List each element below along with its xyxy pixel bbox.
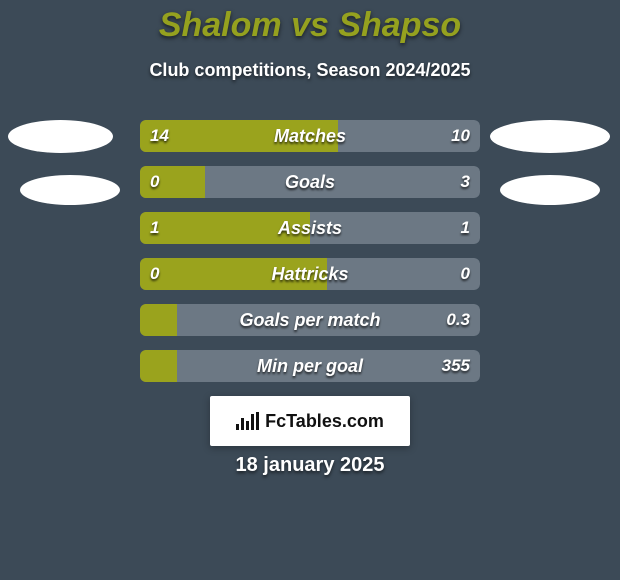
page-title: Shalom vs Shapso: [0, 6, 620, 45]
page-subtitle: Club competitions, Season 2024/2025: [0, 60, 620, 81]
stat-left-fill: [140, 120, 338, 152]
stat-left-fill: [140, 166, 205, 198]
team-badge-placeholder: [20, 175, 120, 205]
stat-row: Matches1410: [140, 120, 480, 152]
stat-left-fill: [140, 350, 177, 382]
stat-row: Assists11: [140, 212, 480, 244]
stat-left-fill: [140, 258, 327, 290]
stat-row: Goals03: [140, 166, 480, 198]
stat-left-fill: [140, 212, 310, 244]
stat-row: Min per goal355: [140, 350, 480, 382]
stat-left-fill: [140, 304, 177, 336]
badge-text: FcTables.com: [265, 411, 384, 432]
team-badge-placeholder: [500, 175, 600, 205]
footer-date: 18 january 2025: [0, 454, 620, 477]
team-badge-placeholder: [490, 120, 610, 153]
stat-row: Hattricks00: [140, 258, 480, 290]
comparison-bars: Matches1410 Goals03 Assists11 Hattricks00 Go…: [140, 120, 480, 396]
bar-chart-icon: [236, 412, 259, 430]
team-badge-placeholder: [8, 120, 113, 153]
stat-row: Goals per match0.3: [140, 304, 480, 336]
fctables-badge: FcTables.com: [210, 396, 410, 446]
